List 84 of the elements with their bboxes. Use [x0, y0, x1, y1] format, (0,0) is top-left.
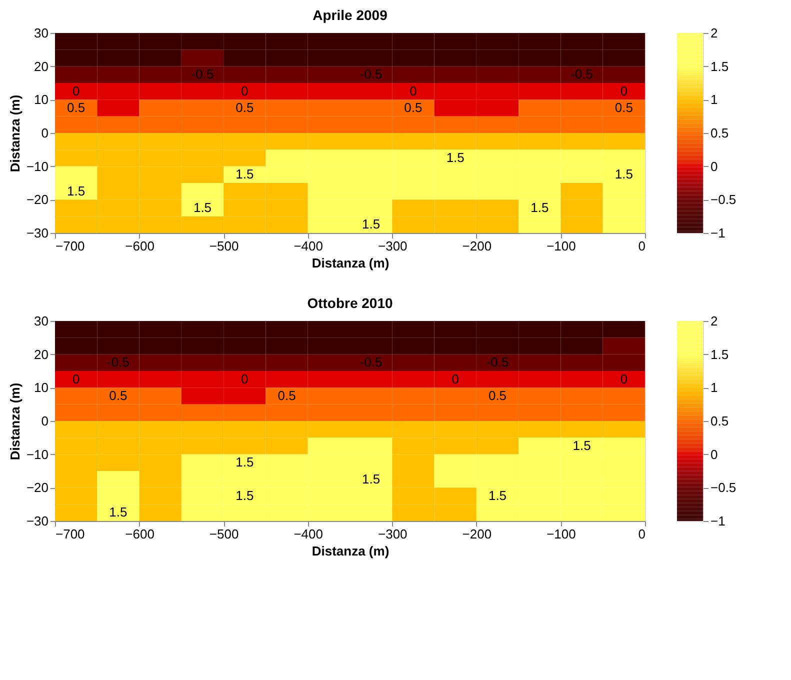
color-bar-label: 2 — [710, 314, 718, 328]
y-tick-label: 20 — [34, 346, 48, 362]
x-tick-label: −200 — [462, 526, 492, 542]
y-axis-title: Distanza (m) — [7, 382, 22, 460]
x-tick-label: −500 — [209, 526, 239, 542]
color-bar-label: 0 — [710, 446, 718, 462]
data-label: -0.5 — [360, 66, 382, 82]
data-label: 0 — [410, 83, 417, 98]
y-tick-label: −20 — [26, 480, 48, 496]
x-tick-label: −700 — [56, 238, 85, 254]
color-bar-label: 0.5 — [710, 414, 729, 428]
x-tick-label: 0 — [638, 526, 646, 542]
data-label: 1.5 — [614, 166, 633, 182]
color-bar-label: 0.5 — [710, 126, 729, 140]
y-tick-label: 10 — [34, 380, 48, 396]
x-tick-label: −300 — [378, 238, 408, 254]
data-label: 1.5 — [362, 471, 380, 486]
data-label: 1.5 — [446, 150, 464, 165]
data-label: 0 — [72, 83, 80, 98]
x-tick-label: −600 — [125, 238, 154, 254]
x-tick-label: −400 — [294, 526, 324, 542]
x-tick-label: −400 — [294, 238, 324, 254]
data-label: -0.5 — [107, 354, 130, 370]
data-label: -0.5 — [191, 66, 214, 82]
y-tick-label: −20 — [26, 192, 48, 208]
data-label: 1.5 — [67, 183, 86, 198]
x-axis-title: Distanza (m) — [312, 544, 390, 558]
chart-title: Aprile 2009 — [312, 7, 388, 23]
y-tick-label: −10 — [26, 158, 48, 174]
data-label: 0.5 — [614, 100, 633, 115]
data-label: 1.5 — [572, 438, 591, 453]
color-bar-label: −1 — [710, 514, 726, 528]
data-label: 1.5 — [488, 488, 507, 503]
data-label: 0.5 — [67, 100, 86, 115]
color-bar-label: −0.5 — [710, 192, 736, 208]
x-tick-label: −100 — [546, 526, 576, 542]
data-label: 1.5 — [362, 216, 380, 232]
chart-title: Ottobre 2010 — [307, 295, 394, 311]
data-label: 1.5 — [109, 504, 128, 520]
color-bar-label: 1.5 — [710, 346, 729, 362]
color-bar-label: 1.5 — [710, 58, 729, 74]
y-tick-label: 30 — [34, 26, 48, 40]
x-tick-label: −200 — [462, 238, 492, 254]
data-label: 0.5 — [278, 388, 296, 403]
data-label: 0.5 — [488, 388, 507, 403]
data-label: 1.5 — [236, 488, 254, 503]
data-label: 0.5 — [236, 100, 254, 115]
x-tick-label: −100 — [546, 238, 576, 254]
data-label: -0.5 — [486, 354, 509, 370]
y-tick-label: −30 — [26, 514, 48, 528]
data-label: 0.5 — [109, 388, 128, 403]
data-label: 1.5 — [193, 200, 212, 215]
color-bar-label: −0.5 — [710, 480, 736, 496]
data-label: 0 — [620, 83, 628, 98]
color-bar-label: 1 — [710, 92, 718, 108]
color-bar-label: −1 — [710, 226, 726, 240]
color-bar-label: 0 — [710, 158, 718, 174]
data-label: 0 — [452, 371, 459, 386]
y-tick-label: 20 — [34, 58, 48, 74]
y-tick-label: 30 — [34, 314, 48, 328]
data-label: 0 — [72, 371, 80, 386]
color-bar-label: 2 — [710, 26, 718, 40]
data-label: 0.5 — [404, 100, 422, 115]
data-label: 0 — [241, 371, 248, 386]
y-tick-label: 0 — [41, 414, 48, 428]
data-label: 1.5 — [236, 454, 254, 470]
x-tick-label: 0 — [638, 238, 646, 254]
y-tick-label: −10 — [26, 446, 48, 462]
data-label: 1.5 — [530, 200, 549, 215]
x-axis-title: Distanza (m) — [312, 256, 390, 270]
x-tick-label: −500 — [209, 238, 239, 254]
color-bar-label: 1 — [710, 380, 718, 396]
data-label: 0 — [620, 371, 628, 386]
x-tick-label: −300 — [378, 526, 408, 542]
data-label: 0 — [241, 83, 248, 98]
x-tick-label: −600 — [125, 526, 154, 542]
y-tick-label: 0 — [41, 126, 48, 140]
data-label: 1.5 — [236, 166, 254, 182]
y-tick-label: −30 — [26, 226, 48, 240]
data-label: -0.5 — [360, 354, 382, 370]
y-axis-title: Distanza (m) — [7, 94, 22, 172]
x-tick-label: −700 — [56, 526, 85, 542]
y-tick-label: 10 — [34, 92, 48, 108]
data-label: -0.5 — [570, 66, 593, 82]
